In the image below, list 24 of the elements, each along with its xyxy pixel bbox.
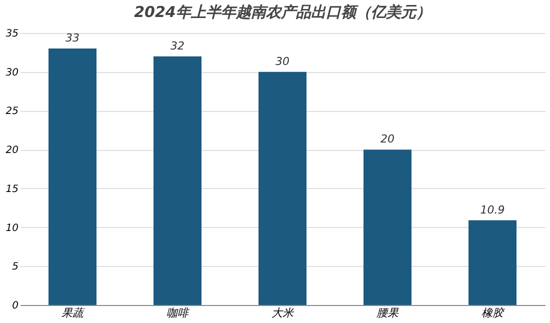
y-tick-label: 10 xyxy=(6,222,18,234)
x-tick-label: 咖啡 xyxy=(166,306,190,320)
y-tick-label: 0 xyxy=(12,300,18,312)
bar xyxy=(154,56,202,305)
bar xyxy=(364,150,412,305)
data-label: 32 xyxy=(170,39,184,52)
x-tick-label: 果蔬 xyxy=(62,306,86,320)
bar xyxy=(48,48,96,305)
y-tick-label: 25 xyxy=(6,106,18,118)
x-tick-label: 大米 xyxy=(272,306,294,320)
chart-title: 2024年上半年越南农产品出口额（亿美元） xyxy=(134,3,431,21)
x-tick-label: 橡胶 xyxy=(482,306,506,320)
data-label: 10.9 xyxy=(480,203,505,216)
y-tick-label: 15 xyxy=(6,184,18,195)
data-label: 20 xyxy=(380,132,394,146)
y-tick-label: 20 xyxy=(6,145,18,156)
x-tick-label: 腰果 xyxy=(376,306,400,320)
bar xyxy=(258,72,306,305)
data-label: 33 xyxy=(66,32,80,45)
y-tick-label: 5 xyxy=(12,262,18,273)
bar xyxy=(468,220,516,305)
data-label: 30 xyxy=(276,54,290,68)
y-tick-label: 35 xyxy=(6,28,18,40)
y-tick-label: 30 xyxy=(6,67,18,78)
